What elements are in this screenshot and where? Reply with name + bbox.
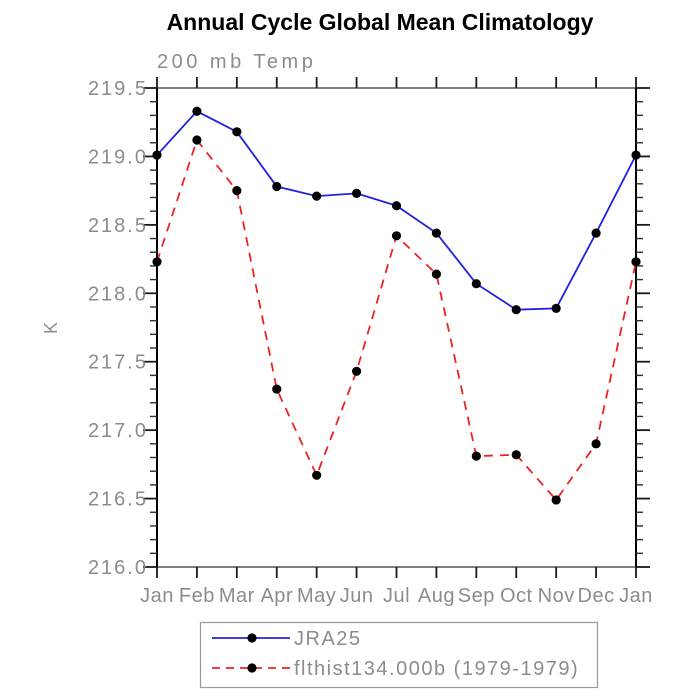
x-tick-label: Sep [458, 585, 495, 607]
y-tick-label: 219.0 [88, 146, 148, 168]
data-point-marker [192, 106, 202, 116]
legend: JRA25 flthist134.000b (1979-1979) [199, 621, 599, 689]
x-tick-label: Oct [500, 585, 533, 607]
series-line-flthist134-000b-1979-1979 [156, 138, 637, 502]
data-point-marker [272, 384, 282, 394]
data-point-marker [391, 201, 402, 211]
y-tick-label: 218.5 [88, 215, 148, 237]
legend-sample-marker [247, 663, 257, 673]
axis-tick-labels: Jan Feb Mar Apr May Jun Jul Aug Sep Oct Nov Dec Jan2… [88, 78, 653, 607]
chart-title: Annual Cycle Global Mean Climatology [167, 9, 594, 35]
data-point-marker [591, 228, 601, 238]
x-tick-label: Feb [179, 585, 215, 607]
data-point-marker [471, 451, 481, 461]
data-point-marker [431, 228, 442, 238]
y-axis-title: K [41, 320, 61, 334]
y-tick-label: 218.0 [88, 283, 148, 305]
x-tick-label: Nov [538, 585, 575, 607]
legend-sample-marker [247, 633, 257, 643]
data-point-marker [391, 231, 402, 241]
y-tick-label: 216.0 [88, 557, 148, 579]
plot-frame [156, 87, 637, 568]
data-point-marker [272, 181, 282, 192]
data-point-marker [591, 439, 601, 449]
chart-subtitle: 200 mb Temp [157, 51, 316, 73]
y-tick-label: 219.5 [88, 78, 148, 100]
data-point-marker [152, 150, 162, 160]
data-point-marker [232, 186, 242, 196]
data-point-marker [152, 257, 162, 267]
data-point-marker [351, 188, 362, 198]
data-point-marker [312, 191, 322, 201]
data-point-marker [351, 366, 362, 376]
x-tick-label: Mar [219, 585, 255, 607]
y-tick-label: 217.0 [88, 420, 148, 442]
axis-ticks [143, 77, 650, 578]
x-tick-label: May [297, 585, 336, 607]
data-point-marker [511, 305, 521, 315]
x-tick-label: Jun [340, 585, 374, 607]
x-tick-label: Aug [418, 585, 455, 607]
x-tick-label: Jul [383, 585, 410, 607]
legend-label: flthist134.000b (1979-1979) [294, 658, 579, 680]
data-point-marker [232, 127, 242, 137]
y-tick-label: 216.5 [88, 489, 148, 511]
data-point-marker [471, 279, 481, 289]
x-tick-label: Apr [260, 585, 293, 607]
data-point-marker [631, 150, 641, 160]
data-series [152, 106, 641, 505]
data-point-marker [631, 257, 641, 267]
data-point-marker [312, 470, 322, 480]
data-point-marker [431, 269, 442, 279]
x-tick-label: Jan [140, 585, 174, 607]
y-tick-label: 217.5 [88, 352, 148, 374]
data-point-marker [192, 135, 202, 145]
data-point-marker [551, 303, 561, 313]
legend-label: JRA25 [294, 628, 362, 650]
x-tick-label: Dec [578, 585, 615, 607]
data-point-marker [511, 450, 521, 460]
data-point-marker [551, 495, 561, 505]
legend-box [199, 621, 599, 689]
series-line-jra25 [156, 110, 637, 311]
x-tick-label: Jan [619, 585, 653, 607]
